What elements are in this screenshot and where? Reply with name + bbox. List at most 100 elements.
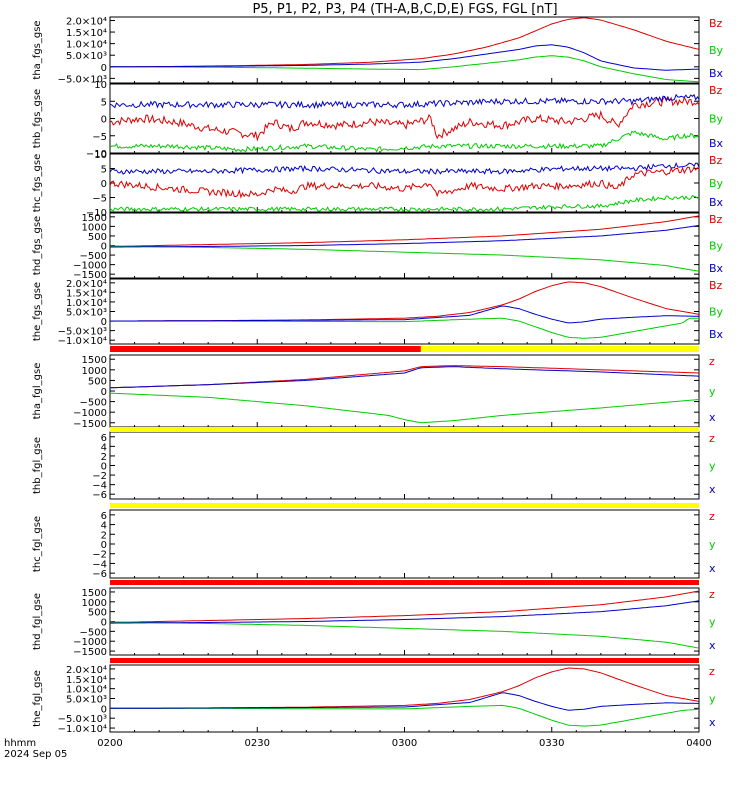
legend-entry: x	[709, 483, 716, 496]
panel-frame	[109, 664, 700, 733]
y-tick-label: −1500	[73, 270, 107, 281]
panel-frame	[109, 509, 700, 579]
series-line-y	[110, 621, 700, 649]
y-tick-label: −1.0×10⁴	[58, 724, 107, 735]
y-tick-label: −10	[86, 149, 107, 160]
y-axis-label: thd_fgs_gse	[32, 216, 43, 275]
y-tick-label: −6	[92, 569, 107, 580]
y-tick-label: 0	[101, 115, 107, 126]
y-tick-label: −1000	[73, 637, 107, 648]
y-tick-label: 0	[101, 242, 107, 253]
legend-entry: x	[709, 562, 716, 575]
series-line-By	[109, 194, 700, 213]
series-line-Bx	[109, 161, 700, 175]
y-tick-label: 1000	[82, 222, 107, 233]
status-bar-segment	[110, 658, 699, 663]
y-tick-label: 0	[101, 63, 107, 74]
status-bar-segment	[110, 580, 699, 585]
y-tick-label: 0	[101, 317, 107, 328]
y-tick-label: 1500	[82, 588, 107, 599]
y-axis-label: thc_fgs_gse	[32, 154, 43, 213]
y-tick-label: 1.0×10⁴	[66, 40, 107, 51]
series-line-Bz	[110, 17, 700, 68]
y-tick-label: 10	[94, 150, 107, 161]
series-line-Bz	[109, 96, 700, 142]
legend-entry: Bz	[709, 17, 723, 30]
series-line-x	[109, 692, 699, 711]
y-axis-label: thd_fgl_gse	[32, 593, 43, 650]
y-axis-label: tha_fgl_gse	[32, 363, 43, 420]
y-tick-label: −6	[92, 490, 107, 501]
y-axis-label: thc_fgl_gse	[32, 516, 43, 572]
legend-entry: By	[709, 177, 724, 190]
y-tick-label: 1.0×10⁴	[66, 298, 107, 309]
y-tick-label: 1.0×10⁴	[66, 685, 107, 696]
legend-entry: Bz	[709, 279, 723, 292]
y-tick-label: 0	[101, 387, 107, 398]
y-tick-label: 0	[101, 618, 107, 629]
series-line-Bz	[109, 166, 700, 199]
series-line-z	[109, 667, 700, 709]
series-line-By	[110, 55, 700, 83]
series-line-y	[109, 392, 700, 424]
y-tick-label: −1000	[73, 408, 107, 419]
y-tick-label: 1.5×10⁴	[66, 288, 107, 299]
legend-entry: Bz	[709, 213, 723, 226]
y-axis-label: the_fgl_gse	[32, 670, 43, 727]
series-line-z	[109, 365, 700, 389]
y-tick-label: −5	[92, 132, 107, 143]
series-line-y	[110, 704, 700, 727]
y-tick-label: 6	[101, 511, 107, 522]
y-axis-label: thb_fgl_gse	[32, 437, 43, 494]
legend-entry: x	[709, 639, 716, 652]
y-tick-label: −500	[80, 251, 107, 262]
y-tick-label: −5.0×10³	[58, 74, 107, 85]
y-tick-label: 5	[101, 97, 107, 108]
y-tick-label: −1500	[73, 647, 107, 658]
y-tick-label: −1000	[73, 261, 107, 272]
series-line-Bx	[110, 44, 700, 71]
legend-entry: z	[709, 665, 715, 678]
legend-entry: Bx	[709, 262, 724, 275]
y-tick-label: −1.0×10⁴	[58, 336, 107, 347]
legend-entry: Bx	[709, 328, 724, 341]
series-line-Bx	[109, 93, 700, 110]
y-tick-label: −2	[92, 550, 107, 561]
y-tick-label: −5.0×10³	[58, 327, 107, 338]
y-axis-label: the_fgs_gse	[32, 282, 43, 341]
x-tick-label: 0400	[686, 738, 711, 749]
legend-entry: y	[709, 616, 716, 629]
y-tick-label: −1500	[73, 419, 107, 430]
y-tick-label: 4	[101, 442, 107, 453]
y-tick-label: 0	[101, 462, 107, 473]
legend-entry: z	[709, 355, 715, 368]
panel-frame	[109, 16, 700, 84]
legend-entry: z	[709, 510, 715, 523]
legend-entry: By	[709, 44, 724, 57]
status-bar-segment	[420, 346, 699, 352]
series-line-Bz	[109, 281, 700, 322]
footer-date-label: 2024 Sep 05	[4, 749, 68, 760]
y-tick-label: 500	[88, 376, 107, 387]
legend-entry: Bz	[709, 154, 723, 167]
legend-entry: Bz	[709, 84, 723, 97]
series-line-By	[109, 130, 700, 153]
y-tick-label: −10	[86, 208, 107, 219]
y-tick-label: −4	[92, 481, 107, 492]
y-tick-label: −500	[80, 627, 107, 638]
y-tick-label: 6	[101, 433, 107, 444]
x-tick-label: 0230	[245, 738, 270, 749]
series-line-Bz	[109, 215, 700, 247]
y-axis-label: tha_fgs_gse	[32, 20, 43, 79]
y-tick-label: 1.5×10⁴	[66, 675, 107, 686]
series-line-z	[109, 590, 700, 623]
y-axis-label: thb_fgs_gse	[32, 89, 43, 148]
y-tick-label: 0	[101, 704, 107, 715]
y-tick-label: 2	[101, 530, 107, 541]
y-tick-label: 500	[88, 232, 107, 243]
footer-time-label: hhmm	[4, 738, 37, 749]
status-bar-segment	[110, 346, 421, 352]
x-tick-label: 0200	[97, 738, 122, 749]
series-line-Bx	[110, 224, 700, 248]
